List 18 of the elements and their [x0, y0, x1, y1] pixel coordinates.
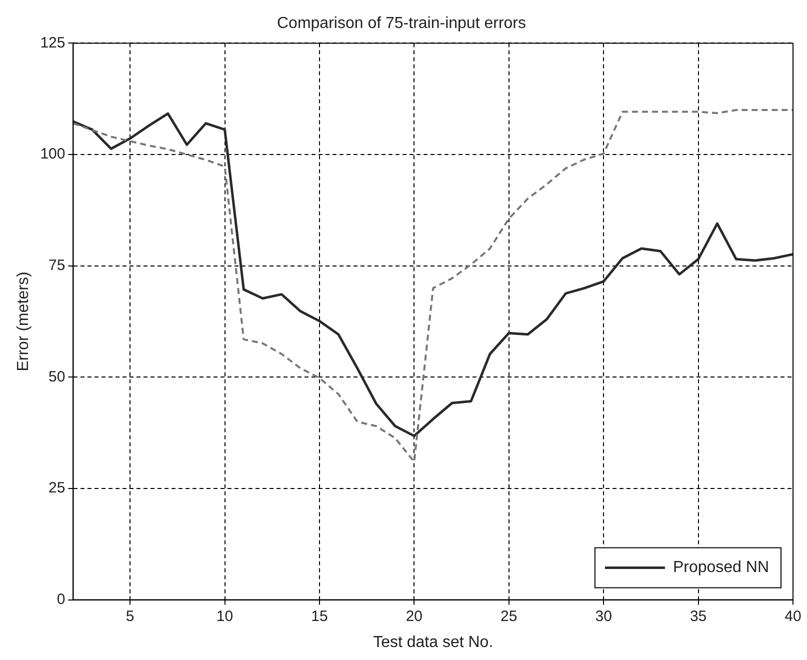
x-tick-label: 25 [500, 608, 518, 625]
x-tick-label: 35 [690, 608, 707, 625]
x-tick-label: 10 [216, 608, 234, 625]
x-tick-label: 20 [406, 608, 423, 625]
chart-title: Comparison of 75-train-input errors [277, 15, 526, 32]
y-tick-label: 25 [48, 480, 66, 497]
y-tick-label: 50 [48, 368, 66, 386]
x-tick-label: 30 [595, 608, 612, 625]
legend-label: Proposed NN [672, 559, 769, 576]
y-tick-label: 75 [48, 256, 66, 274]
x-axis-title: Test data set No. [373, 634, 494, 651]
x-tick-label: 40 [784, 608, 802, 625]
y-tick-label: 0 [56, 590, 66, 608]
x-tick-label: 15 [311, 608, 328, 625]
y-tick-label: 100 [40, 146, 66, 163]
x-tick-label: 5 [126, 608, 134, 625]
y-tick-label: 125 [40, 34, 66, 52]
y-axis-title: Error (meters) [15, 272, 32, 372]
